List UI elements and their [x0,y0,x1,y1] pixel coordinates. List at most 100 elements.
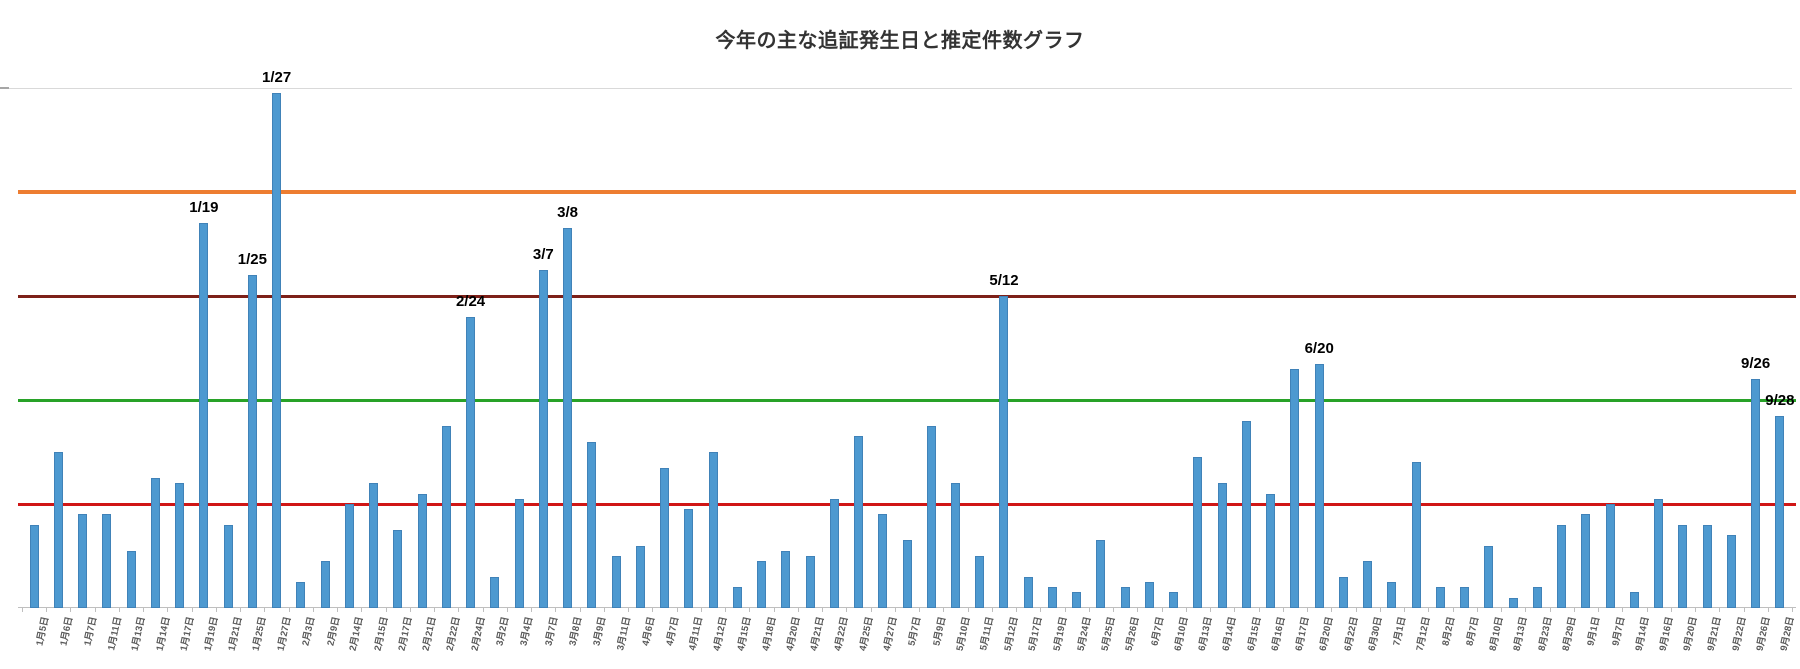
x-axis-label: 5月9日 [931,615,948,647]
bar-9月1日 [1581,514,1591,608]
bar-1月6日 [53,452,63,608]
bar-3月8日 [563,228,573,608]
bar-2月3日 [296,582,306,608]
bar-5月19日 [1047,587,1057,608]
x-axis-tick [1088,608,1090,612]
ref-line-400 [18,190,1796,194]
bar-4月18日 [757,561,767,608]
x-axis-label: 8月13日 [1511,615,1530,653]
x-axis-label: 6月20日 [1317,615,1336,653]
x-axis-tick [1719,608,1721,612]
x-axis-label: 2月15日 [372,615,391,653]
x-axis-label: 6月22日 [1342,615,1361,653]
x-axis-label: 2月21日 [420,615,439,653]
x-axis-tick [191,608,193,612]
x-axis-tick [894,608,896,612]
bar-4月22日 [829,498,839,608]
x-axis-tick [1161,608,1163,612]
bar-1月14日 [150,478,160,608]
x-axis-tick [773,608,775,612]
x-axis-label: 6月10日 [1172,615,1191,653]
x-axis-label: 2月22日 [445,615,464,653]
bar-6月13日 [1193,457,1203,608]
bar-9月21日 [1702,524,1712,608]
x-axis-label: 1月11日 [105,615,124,652]
bar-9月26日 [1751,379,1761,608]
x-axis-tick [22,608,23,612]
x-axis-tick [482,608,484,612]
bar-1月13日 [126,550,136,608]
bar-6月15日 [1241,420,1251,608]
x-axis-label: 9月20日 [1681,615,1700,653]
bar-1月21日 [223,524,233,608]
bar-1月17日 [175,483,185,608]
x-axis-tick [1476,608,1478,612]
x-axis-tick [337,608,339,612]
annotation-2-24: 2/24 [455,292,486,310]
x-axis-label: 9月21日 [1705,615,1724,653]
x-axis-label: 1月21日 [226,615,245,653]
x-axis-tick [555,608,557,612]
x-axis-tick [700,608,702,612]
x-axis-label: 8月29日 [1560,615,1579,653]
bar-6月17日 [1290,368,1300,608]
annotation-5-12: 5/12 [989,272,1019,289]
x-axis-label: 4月27日 [881,615,900,653]
bar-3月11日 [611,556,621,608]
bar-9月20日 [1678,524,1688,608]
x-axis-label: 5月11日 [978,615,997,652]
bar-9月14日 [1629,592,1639,608]
x-axis-label: 7月12日 [1414,615,1433,653]
y-axis-tick [0,87,9,89]
bar-2月14日 [344,504,354,608]
x-axis-tick [919,608,921,612]
x-axis-tick [1404,608,1406,612]
x-axis-tick [676,608,678,612]
x-axis-tick [1185,608,1187,612]
x-axis-label: 3月2日 [494,615,512,647]
x-axis-tick [1792,608,1793,612]
annotation-6-20: 6/20 [1304,339,1334,357]
x-axis-tick [652,608,654,612]
bar-9月28日 [1775,415,1785,608]
x-axis-tick [1040,608,1042,612]
bar-6月10日 [1169,592,1179,608]
x-axis-tick [870,608,872,612]
x-axis-label: 4月21日 [808,615,827,653]
x-axis-label: 9月16日 [1657,615,1676,653]
x-axis-label: 1月7日 [82,615,100,647]
bar-4月21日 [805,556,815,608]
bar-8月13日 [1508,597,1518,608]
x-axis-label: 3月9日 [591,615,609,647]
x-axis-label: 9月7日 [1609,615,1627,647]
x-axis-label: 4月18日 [760,615,779,653]
bar-8月23日 [1532,587,1542,608]
ref-line-200 [18,398,1796,402]
x-axis-label: 6月30日 [1366,615,1385,653]
x-axis-label: 5月26日 [1123,615,1142,653]
bar-6月16日 [1266,493,1276,608]
x-axis-tick [361,608,363,612]
x-axis-label: 1月17日 [178,615,197,653]
bar-6月30日 [1363,561,1373,608]
x-axis-tick [1307,608,1309,612]
x-axis-tick [1743,608,1745,612]
annotation-9-28: 9/28 [1765,391,1795,409]
x-axis-label: 4月22日 [832,615,851,653]
x-axis-tick [1282,608,1284,612]
bar-2月22日 [441,426,451,608]
x-axis-label: 8月7日 [1464,615,1482,647]
x-axis-label: 1月5日 [33,615,51,647]
x-axis-label: 6月17日 [1293,615,1312,653]
x-axis-tick [264,608,266,612]
x-axis-tick [94,608,96,612]
annotation-9-26: 9/26 [1741,355,1771,373]
x-axis-tick [46,608,48,612]
x-axis-label: 3月7日 [543,615,561,647]
x-axis-label: 2月14日 [348,615,367,653]
bar-3月9日 [587,441,597,608]
x-axis-tick [1016,608,1018,612]
x-axis-tick [458,608,460,612]
x-axis-label: 5月7日 [906,615,924,647]
x-axis-label: 7月1日 [1391,615,1409,647]
